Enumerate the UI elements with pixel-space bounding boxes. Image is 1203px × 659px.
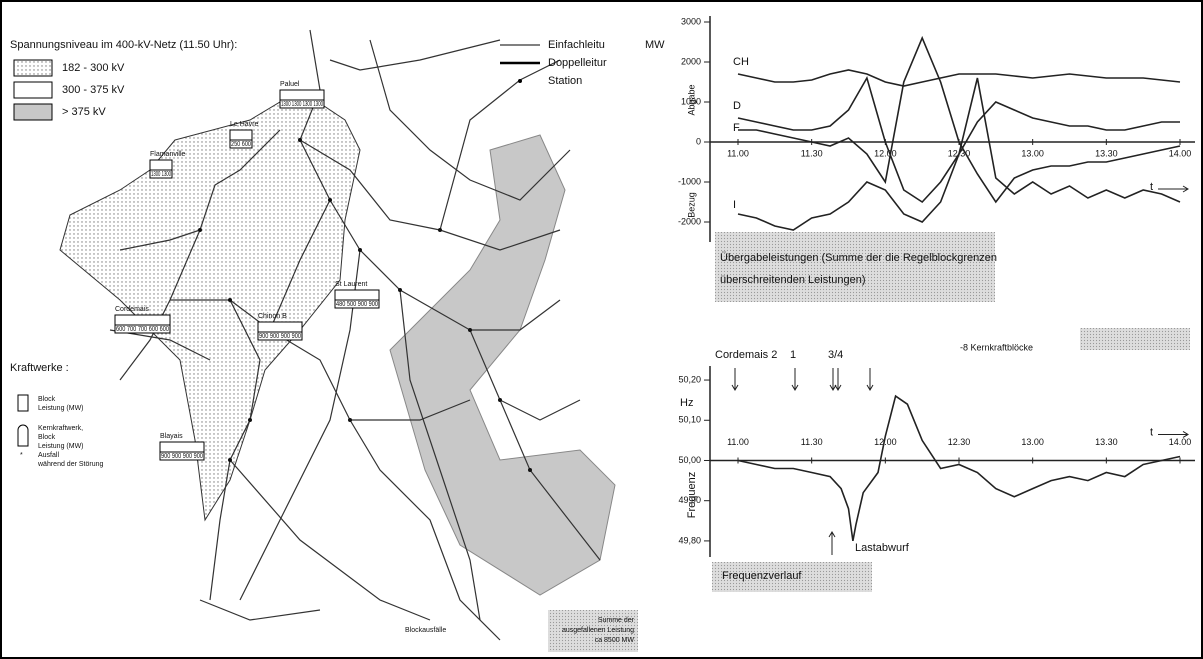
summe-text: ausgefallenen Leistung xyxy=(562,627,634,634)
annotation-box xyxy=(1080,328,1190,350)
x-axis-label: t xyxy=(1150,181,1153,193)
x-tick-label: 14.00 xyxy=(1169,437,1192,447)
y-tick-label: 49,80 xyxy=(678,535,701,545)
legend-text: Block xyxy=(38,396,56,403)
legend-swatch xyxy=(14,82,52,98)
legend-text: während der Störung xyxy=(37,461,103,468)
legend-dot xyxy=(518,79,522,83)
series-line xyxy=(738,38,1180,202)
annotation: -8 Kernkraftblöcke xyxy=(960,342,1033,352)
station-name: Le Havre xyxy=(230,121,259,128)
annotation-arrow xyxy=(732,368,738,390)
y-unit: MW xyxy=(645,39,665,51)
caption-box xyxy=(715,232,995,302)
legend-text: Leistung (MW) xyxy=(38,443,84,450)
legend-label: Station xyxy=(548,75,582,87)
legend-text: Leistung (MW) xyxy=(38,405,84,412)
series-label: CH xyxy=(733,56,749,68)
legend-text: Block xyxy=(38,434,56,441)
y-label: Bezug xyxy=(686,192,696,218)
y-tick-label: 3000 xyxy=(681,16,701,26)
map-title: Spannungsniveau im 400-kV-Netz (11.50 Uh… xyxy=(10,39,237,51)
station-name: Blayais xyxy=(160,433,183,440)
x-arrow xyxy=(1158,186,1188,192)
y-tick-label: 2000 xyxy=(681,56,701,66)
x-tick-label: 13.00 xyxy=(1021,437,1044,447)
station-name: Chinon B xyxy=(258,313,287,320)
x-axis-label: t xyxy=(1150,426,1153,438)
annotation-arrow xyxy=(792,368,798,390)
legend-label: > 375 kV xyxy=(62,106,106,118)
series-label: D xyxy=(733,100,741,112)
legend-swatch xyxy=(14,104,52,120)
kraftwerke-title: Kraftwerke : xyxy=(10,362,69,374)
x-tick-label: 11.30 xyxy=(801,437,823,447)
annotation: 3/4 xyxy=(828,349,843,361)
y-tick-label: 50,10 xyxy=(678,415,701,425)
station-blocks: 600 700 700 600 600 xyxy=(116,326,169,333)
legend-label: 300 - 375 kV xyxy=(62,84,125,96)
y-tick-label: 0 xyxy=(696,136,701,146)
page: Spannungsniveau im 400-kV-Netz (11.50 Uh… xyxy=(0,0,1203,659)
station-name: Cordemais xyxy=(115,306,149,313)
annotation-arrow xyxy=(830,368,836,390)
y-label: Frequenz xyxy=(686,472,698,518)
station-name: St Laurent xyxy=(335,281,367,288)
x-tick-label: 13.30 xyxy=(1095,437,1118,447)
legend-label: Einfachleitu xyxy=(548,39,605,51)
series-line xyxy=(738,396,1180,541)
y-tick-label: 50,20 xyxy=(678,374,701,384)
y-tick-label: 50,00 xyxy=(678,455,701,465)
legend-box xyxy=(18,425,28,446)
x-tick-label: 11.00 xyxy=(727,437,749,447)
annotation-arrow xyxy=(829,532,835,555)
station-name: Paluel xyxy=(280,81,300,88)
legend-label: 182 - 300 kV xyxy=(62,62,125,74)
series-line xyxy=(738,70,1180,86)
region-high xyxy=(390,135,615,595)
station-name: Flamanville xyxy=(150,151,186,158)
annotation: Lastabwurf xyxy=(855,542,910,554)
blockausfaelle: Blockausfälle xyxy=(405,627,446,634)
y-label: Abgabe xyxy=(686,84,696,115)
caption: überschreitenden Leistungen) xyxy=(720,274,866,286)
annotation: Cordemais 2 xyxy=(715,349,777,361)
series-label: I xyxy=(733,199,736,211)
legend-text: Kernkraftwerk, xyxy=(38,425,83,432)
annotation: 1 xyxy=(790,349,796,361)
station-blocks: 900 900 900 900 xyxy=(259,333,301,340)
x-tick-label: 13.00 xyxy=(1021,148,1044,158)
station-blocks: 1300 1300 xyxy=(151,171,171,178)
x-tick-label: 11.30 xyxy=(801,148,823,158)
station-blocks: 1300 1300 1300 1300 xyxy=(281,101,323,108)
annotation-arrow xyxy=(835,368,841,390)
annotation-arrow xyxy=(867,368,873,390)
x-tick-label: 12.00 xyxy=(874,148,897,158)
y-unit: Hz xyxy=(680,397,693,409)
x-tick-label: 14.00 xyxy=(1169,148,1192,158)
station-blocks: 900 900 900 900 xyxy=(161,453,203,460)
legend-label: Doppelleitur xyxy=(548,57,607,69)
y-tick-label: -1000 xyxy=(678,176,701,186)
legend-text: * xyxy=(20,452,23,459)
station-blocks: 250 600 xyxy=(231,141,251,148)
caption: Frequenzverlauf xyxy=(722,570,802,582)
legend-text: Ausfall xyxy=(38,452,59,459)
legend-box xyxy=(18,395,28,411)
summe-text: ca 8500 MW xyxy=(595,637,635,644)
x-tick-label: 11.00 xyxy=(727,148,749,158)
series-label: F xyxy=(733,122,740,134)
station-blocks: 480 500 900 900 xyxy=(336,301,378,308)
x-tick-label: 12.30 xyxy=(948,437,971,447)
legend-swatch xyxy=(14,60,52,76)
summe-text: Summe der xyxy=(598,617,635,624)
x-tick-label: 13.30 xyxy=(1095,148,1118,158)
region-low xyxy=(60,90,360,520)
caption: Übergabeleistungen (Summe der die Regelb… xyxy=(720,252,997,264)
